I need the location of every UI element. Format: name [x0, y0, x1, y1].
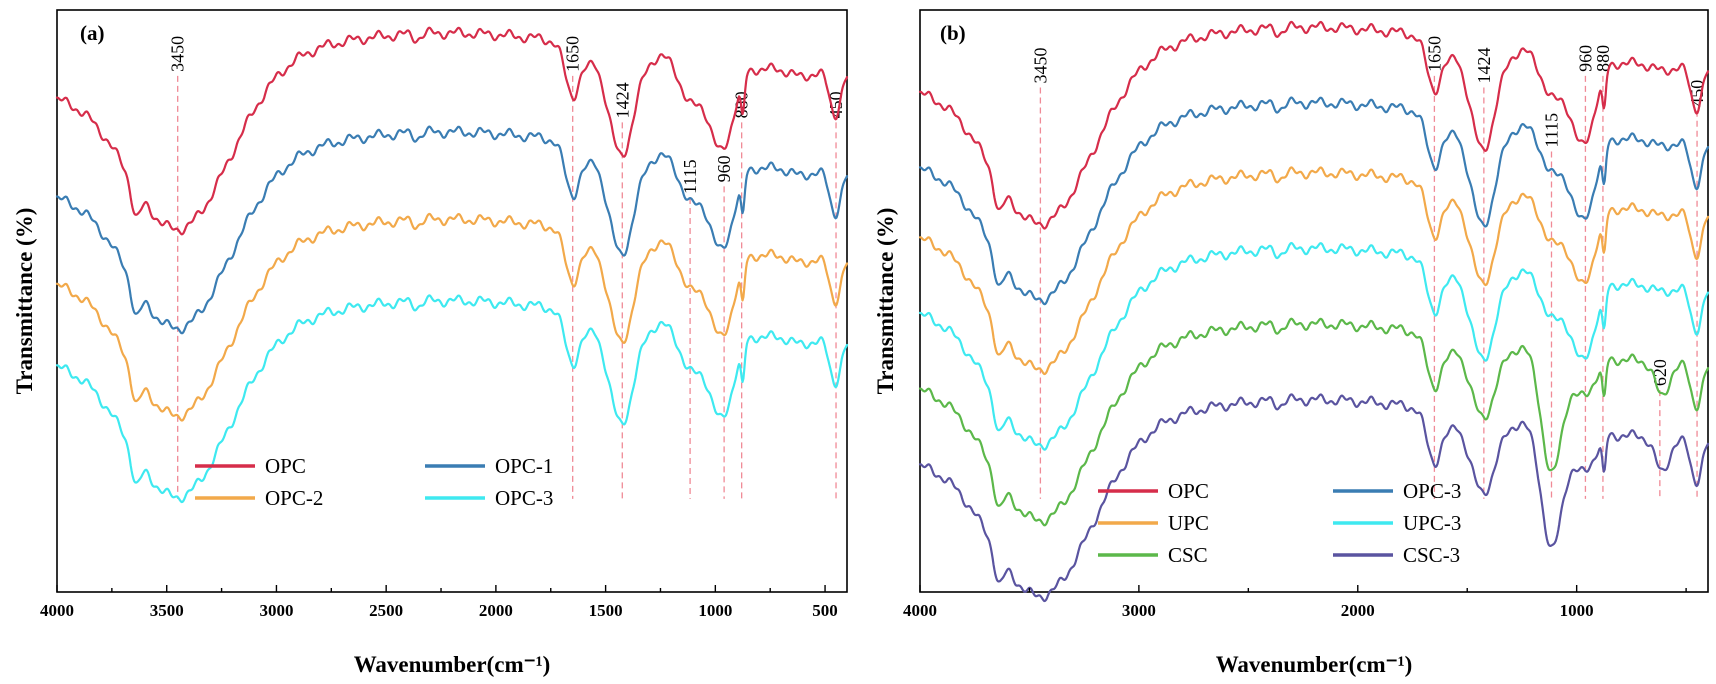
- legend-label: OPC-2: [265, 486, 323, 510]
- legend-item-upc-3: UPC-3: [1333, 511, 1461, 535]
- panel-a-x-axis-title: Wavenumber(cm⁻¹): [354, 652, 551, 677]
- legend-label: CSC: [1168, 543, 1208, 567]
- legend-item-csc-3: CSC-3: [1333, 543, 1460, 567]
- series-line-upc-3: [918, 241, 1710, 451]
- legend-item-opc-3: OPC-3: [425, 486, 553, 510]
- legend-item-opc: OPC: [195, 454, 306, 478]
- panel-b-x-axis-title: Wavenumber(cm⁻¹): [1216, 652, 1413, 677]
- x-tick-label: 500: [812, 601, 838, 620]
- peak-label-960: 960: [714, 155, 734, 182]
- legend-label: OPC: [1168, 479, 1209, 503]
- x-tick-label: 2000: [479, 601, 513, 620]
- panel-a-y-axis-title: Transmittance (%): [12, 208, 37, 395]
- series-line-upc: [918, 166, 1710, 376]
- panel-b-series: [918, 20, 1710, 603]
- peak-label-3450: 3450: [1030, 47, 1050, 83]
- panel-b-y-axis-title: Transmittance (%): [873, 208, 898, 395]
- series-line-opc: [918, 20, 1710, 230]
- x-tick-label: 4000: [40, 601, 74, 620]
- legend-label: UPC-3: [1403, 511, 1461, 535]
- x-tick-label: 3000: [259, 601, 293, 620]
- x-tick-label: 1500: [589, 601, 623, 620]
- legend-item-opc-1: OPC-1: [425, 454, 553, 478]
- legend-item-csc: CSC: [1098, 543, 1208, 567]
- legend-label: OPC-3: [1403, 479, 1461, 503]
- peak-label-960: 960: [1575, 45, 1595, 72]
- peak-label-3450: 3450: [168, 36, 188, 72]
- panel-b-legend: OPC OPC-3 UPC UPC-3 CSC CSC-3: [1098, 479, 1461, 567]
- panel-a-series: [55, 26, 849, 504]
- panel-a-frame: [56, 9, 848, 593]
- series-line-opc: [55, 26, 849, 236]
- panel-b-label: (b): [940, 21, 966, 45]
- series-line-opc-3: [918, 96, 1710, 306]
- peak-label-880: 880: [1593, 45, 1613, 72]
- panel-a-x-ticks: 4000 3500 3000 2500 2000 1500 1000 500: [40, 585, 838, 620]
- peak-label-1424: 1424: [612, 82, 632, 118]
- series-line-opc-2: [55, 212, 849, 422]
- x-tick-label: 2500: [369, 601, 403, 620]
- legend-label: OPC: [265, 454, 306, 478]
- x-tick-label: 3500: [150, 601, 184, 620]
- peak-label-1115: 1115: [680, 159, 700, 194]
- panel-b-frame: [919, 9, 1709, 593]
- series-line-csc: [918, 317, 1710, 527]
- series-line-opc-1: [55, 125, 849, 335]
- x-tick-label: 2000: [1341, 601, 1375, 620]
- x-tick-label: 4000: [903, 601, 937, 620]
- series-line-opc-3: [55, 294, 849, 504]
- peak-label-1650: 1650: [1424, 36, 1444, 72]
- x-tick-label: 1000: [698, 601, 732, 620]
- legend-label: OPC-1: [495, 454, 553, 478]
- panel-a-legend: OPC OPC-1 OPC-2 OPC-3: [195, 454, 553, 510]
- legend-item-opc-3: OPC-3: [1333, 479, 1461, 503]
- legend-label: UPC: [1168, 511, 1209, 535]
- x-tick-label: 3000: [1122, 601, 1156, 620]
- peak-label-1650: 1650: [563, 36, 583, 72]
- series-line-csc-3: [918, 393, 1710, 603]
- legend-label: CSC-3: [1403, 543, 1460, 567]
- peak-label-1115: 1115: [1541, 113, 1561, 148]
- x-tick-label: 1000: [1560, 601, 1594, 620]
- legend-item-opc: OPC: [1098, 479, 1209, 503]
- legend-item-upc: UPC: [1098, 511, 1209, 535]
- legend-item-opc-2: OPC-2: [195, 486, 323, 510]
- legend-label: OPC-3: [495, 486, 553, 510]
- panel-a-label: (a): [80, 21, 105, 45]
- panel-b-x-ticks: 4000 3000 2000 1000: [903, 585, 1687, 620]
- peak-label-1424: 1424: [1474, 47, 1494, 83]
